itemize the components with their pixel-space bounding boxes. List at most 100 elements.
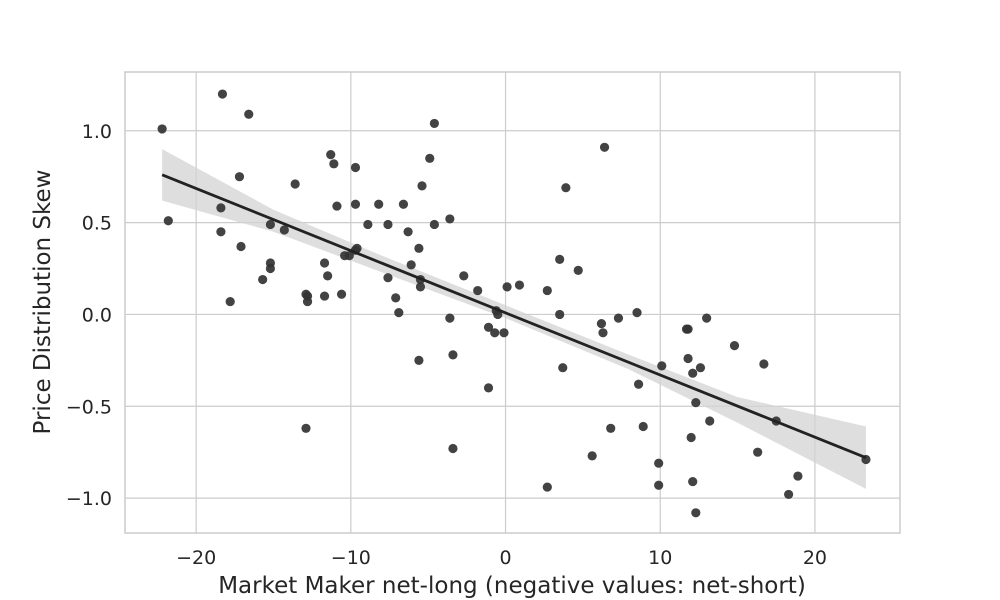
data-point (414, 243, 424, 253)
data-point (587, 451, 597, 461)
data-point (279, 225, 289, 235)
x-tick-label: −10 (331, 547, 371, 569)
grid (125, 72, 900, 533)
data-point (216, 203, 226, 213)
data-point (638, 421, 648, 432)
data-point (302, 291, 313, 301)
data-point (234, 172, 245, 182)
data-point (633, 379, 644, 389)
data-point (350, 199, 361, 209)
data-point (323, 271, 333, 281)
data-point (596, 319, 607, 329)
data-point (784, 489, 794, 500)
data-point (332, 201, 342, 211)
data-point (326, 150, 336, 160)
data-point (691, 508, 701, 518)
data-point (490, 328, 500, 338)
data-point (542, 482, 552, 492)
x-tick-label: 10 (648, 547, 672, 569)
x-tick-label: 0 (499, 547, 511, 569)
data-point (403, 227, 413, 237)
data-point (350, 162, 361, 173)
data-point (417, 181, 427, 191)
y-tick-label: −1.0 (66, 488, 112, 510)
data-point (729, 341, 740, 351)
data-point (415, 282, 426, 292)
y-tick-label: 1.0 (82, 121, 112, 143)
data-point (632, 308, 642, 318)
data-point (688, 476, 698, 487)
x-tick-label: 20 (803, 547, 827, 569)
data-point (542, 285, 552, 296)
data-point (555, 254, 565, 264)
data-point (329, 159, 339, 169)
data-point (514, 280, 525, 290)
x-axis-label: Market Maker net-long (negative values: … (218, 573, 806, 599)
confidence-band (162, 149, 866, 489)
data-point (225, 296, 235, 307)
plot-frame (124, 71, 901, 534)
data-point (265, 263, 276, 274)
confidence-band-area (162, 149, 866, 489)
y-axis-label: Price Distribution Skew (30, 170, 56, 435)
data-points (157, 89, 871, 518)
data-point (759, 359, 769, 369)
data-point (394, 308, 404, 318)
data-point (319, 258, 330, 268)
data-point (301, 423, 311, 433)
data-point (483, 322, 494, 332)
data-point (683, 353, 693, 364)
data-point (258, 274, 268, 285)
data-point (383, 273, 393, 283)
data-point (606, 423, 616, 433)
data-point (265, 219, 276, 230)
data-point (290, 179, 300, 189)
data-point (236, 241, 246, 252)
data-point (425, 153, 435, 163)
data-point (363, 219, 373, 230)
x-tick-label: −20 (176, 547, 216, 569)
data-point (599, 142, 610, 152)
data-point (793, 471, 803, 481)
data-point (561, 183, 571, 193)
data-point (654, 480, 664, 490)
data-point (429, 118, 439, 129)
data-point (429, 219, 439, 230)
data-point (216, 227, 226, 237)
data-point (753, 447, 763, 457)
data-point (499, 328, 509, 338)
data-point (448, 350, 458, 360)
fit-line (161, 173, 867, 459)
data-point (344, 251, 354, 261)
data-point (414, 355, 424, 365)
data-point (657, 361, 667, 371)
data-point (705, 416, 715, 426)
data-point (691, 397, 701, 408)
data-point (598, 328, 608, 338)
y-tick-label: −0.5 (66, 396, 112, 418)
data-point (702, 313, 712, 323)
y-tick-label: 0.0 (82, 304, 112, 326)
data-point (555, 309, 565, 320)
data-point (319, 291, 330, 301)
data-point (613, 313, 624, 323)
data-point (398, 199, 409, 209)
data-point (352, 243, 362, 253)
data-point (406, 260, 416, 270)
data-point (654, 458, 664, 468)
data-point (163, 216, 173, 226)
data-point (502, 282, 512, 292)
data-point (558, 363, 568, 373)
data-point (683, 324, 693, 334)
data-point (374, 199, 384, 209)
data-point (391, 293, 401, 303)
data-point (695, 363, 706, 373)
data-point (383, 219, 393, 230)
data-point (336, 289, 347, 299)
data-point (459, 271, 469, 281)
data-point (157, 124, 167, 134)
y-tick-label: 0.5 (82, 213, 112, 235)
data-point (686, 432, 696, 443)
x-tick-labels: −20 −10 0 10 20 (176, 547, 827, 569)
